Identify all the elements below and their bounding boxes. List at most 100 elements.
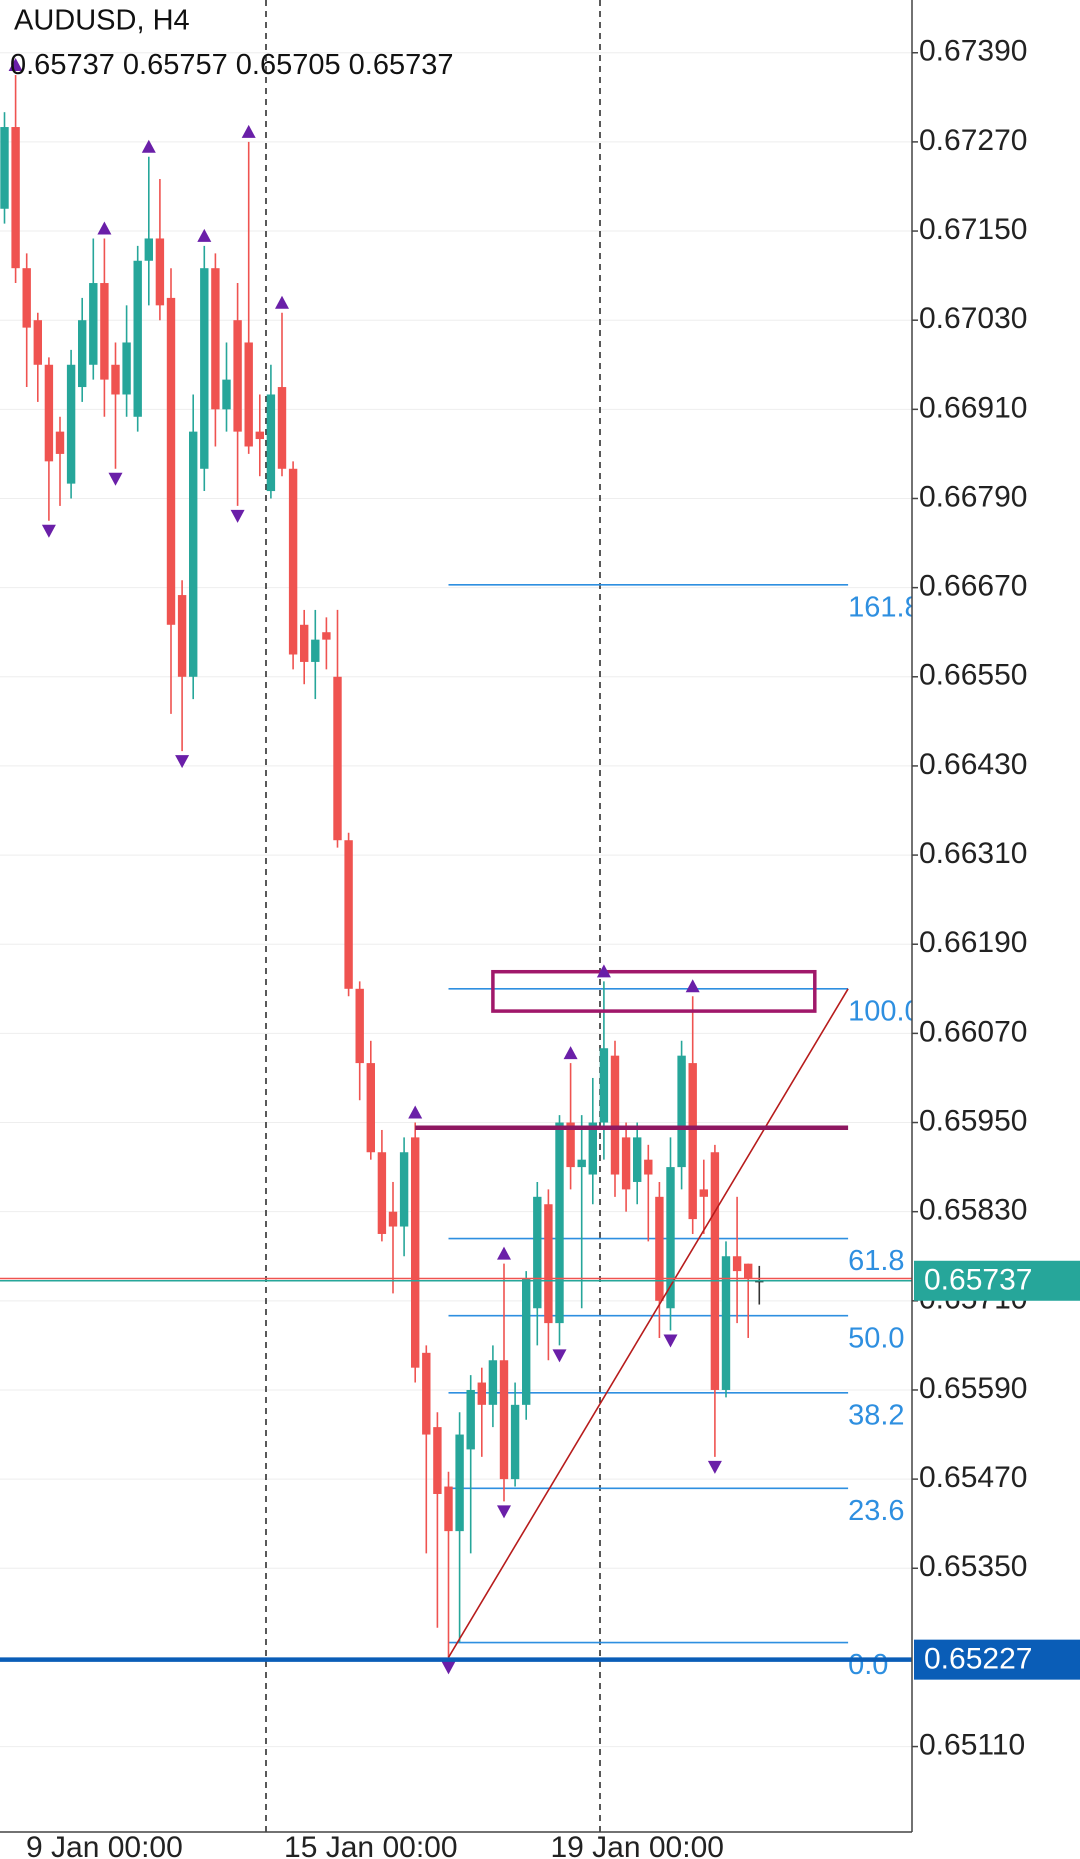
fib-label: 100.0 [848,995,921,1027]
header-high: 0.65757 [123,49,228,81]
candle-body [499,1360,509,1480]
plot-area: 0.0 23.6 38.2 50.0 61.8 100.0 161.8 [0,58,921,1681]
header-low: 0.65705 [236,49,341,81]
y-tick-label: 0.67150 [919,213,1027,246]
candle-body [577,1159,586,1168]
candle-body [233,320,242,432]
candle-body [544,1204,553,1324]
candle-body [433,1427,442,1494]
candle-body [211,268,220,410]
candle-body [333,676,342,841]
fractal-down [497,1505,511,1519]
candle-body [466,1389,475,1450]
candle-body [610,1055,620,1175]
y-tick-label: 0.66430 [919,748,1027,781]
candle-body [377,1152,387,1234]
candle-body [189,431,198,677]
candle-body [599,1048,609,1123]
y-tick-label: 0.65350 [919,1550,1027,1583]
candle-body [644,1159,653,1175]
candle-body [277,387,287,469]
candle-body [144,238,153,261]
header-open: 0.65737 [10,49,115,81]
candle-body [411,1137,420,1368]
candle-body [166,297,176,625]
fractal-down [41,524,56,538]
candle-body [510,1404,520,1480]
fib-label: 38.2 [848,1399,904,1431]
y-tick-label: 0.66910 [919,391,1027,424]
chart-title: AUDUSD, H4 [14,5,190,37]
y-tick-label: 0.65950 [919,1104,1027,1137]
y-tick-label: 0.65470 [919,1461,1027,1494]
fractal-down [175,755,190,769]
y-tick-label: 0.66790 [919,480,1027,513]
candle-body [633,1137,642,1182]
ohlc-header: 0.65737 0.65757 0.65705 0.65737 [10,49,454,81]
y-tick-label: 0.66310 [919,837,1027,870]
y-tick-label: 0.67030 [919,302,1027,335]
candle-body [11,127,20,269]
candle-body [710,1152,720,1390]
candle-body [288,468,298,655]
fib-label: 61.8 [848,1245,904,1277]
price-box-label: 0.65227 [924,1643,1032,1676]
candle-body [222,379,231,410]
candle-body [655,1196,664,1301]
y-tick-label: 0.67390 [919,35,1027,68]
candle-body [89,283,98,365]
candle-body [533,1196,542,1309]
candle-body [22,268,31,328]
candle-body [155,238,165,306]
candle-body [688,1063,697,1220]
y-tick-label: 0.65110 [919,1728,1025,1761]
fractal-up [685,979,700,993]
x-tick-label: 19 Jan 00:00 [550,1831,723,1859]
candle-body [133,260,142,417]
candle-body [488,1360,498,1405]
candle-body [477,1382,486,1405]
fractal-down [230,509,245,523]
fib-label: 23.6 [848,1495,904,1527]
candle-body [744,1263,753,1279]
fib-label: 161.8 [848,591,921,623]
price-box [914,1639,1080,1680]
fractal-up [241,124,256,138]
y-tick-label: 0.67270 [919,124,1027,157]
candle-body [200,268,209,469]
candle-body [266,394,276,492]
candle-body [755,1280,764,1283]
header-close: 0.65737 [349,49,454,81]
candle-body [666,1167,675,1309]
fractal-down [663,1334,678,1348]
fractal-up [596,964,611,978]
candle-body [555,1122,564,1324]
fractal-up [497,1246,511,1260]
candle-body [33,320,42,365]
fib-label: 0.0 [848,1649,888,1681]
fractal-up [197,228,212,242]
fractal-up [97,221,112,235]
candle-body [399,1152,409,1227]
candle-body [100,283,109,380]
candle-body [344,840,353,989]
candle-body [366,1063,375,1153]
candle-body [388,1211,398,1227]
x-tick-label: 9 Jan 00:00 [26,1831,183,1859]
candle-body [621,1137,631,1190]
price-box [914,1260,1080,1301]
candle-body [111,364,120,395]
candle-body [44,364,54,462]
candle-body [422,1352,431,1435]
candle-body [300,624,309,662]
candle-body [78,320,87,388]
candle-body [66,364,76,484]
candle-body [0,127,9,209]
y-tick-label: 0.66190 [919,926,1027,959]
candle-body [588,1122,597,1175]
candle-body [255,431,264,440]
fractal-up [408,1105,423,1119]
price-box-label: 0.65737 [924,1264,1032,1297]
candle-body [721,1256,731,1390]
